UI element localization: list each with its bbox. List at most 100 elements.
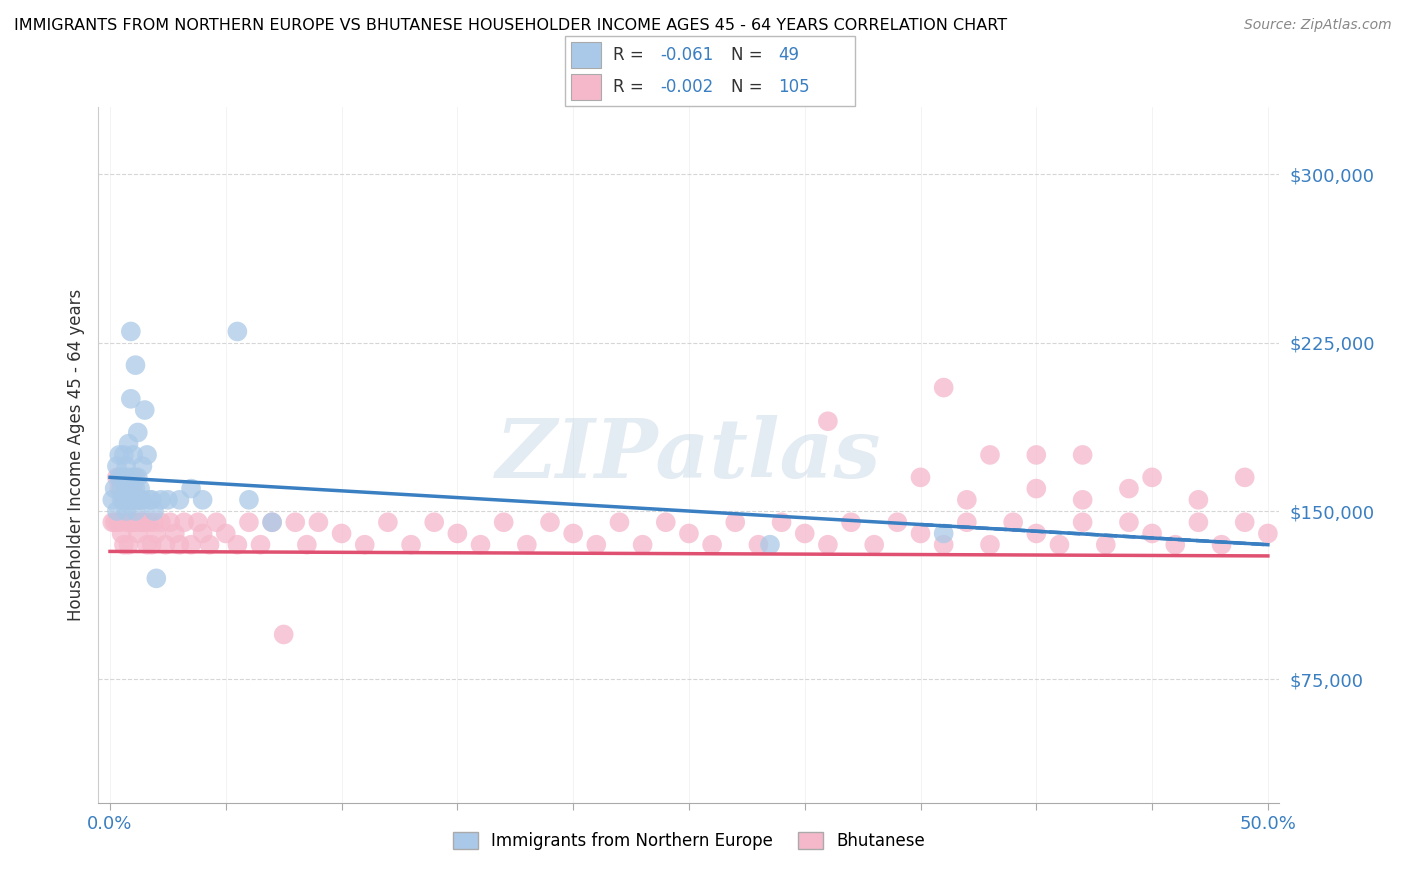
Point <box>979 538 1001 552</box>
Point <box>1233 515 1256 529</box>
Point <box>141 538 163 552</box>
Point <box>770 515 793 529</box>
Point <box>1257 526 1279 541</box>
Point <box>105 459 128 474</box>
Point <box>124 358 146 372</box>
Point <box>423 515 446 529</box>
Point <box>238 515 260 529</box>
Point <box>110 470 132 484</box>
Point <box>120 392 142 406</box>
Point <box>1025 448 1047 462</box>
Point <box>138 515 160 529</box>
Point <box>104 515 127 529</box>
Point <box>377 515 399 529</box>
Point <box>145 571 167 585</box>
Point <box>131 492 153 507</box>
Point <box>932 526 955 541</box>
Point <box>127 470 149 484</box>
Point <box>112 538 135 552</box>
Point <box>191 526 214 541</box>
Point <box>1025 526 1047 541</box>
Point <box>117 470 139 484</box>
Point <box>516 538 538 552</box>
Point <box>262 515 284 529</box>
Point <box>1002 515 1025 529</box>
Point <box>108 482 131 496</box>
Point <box>105 470 128 484</box>
Point <box>759 538 782 552</box>
Point <box>112 492 135 507</box>
Text: N =: N = <box>731 46 768 64</box>
Point <box>131 459 153 474</box>
Point <box>262 515 284 529</box>
Point <box>249 538 271 552</box>
FancyBboxPatch shape <box>571 74 600 100</box>
Point <box>910 470 932 484</box>
Point <box>124 504 146 518</box>
Point <box>108 515 131 529</box>
Point <box>120 482 142 496</box>
Point <box>149 515 172 529</box>
Point <box>122 515 145 529</box>
Text: -0.061: -0.061 <box>659 46 713 64</box>
Point <box>1071 492 1094 507</box>
Point <box>585 538 607 552</box>
Point <box>932 381 955 395</box>
Point <box>399 538 422 552</box>
Point <box>105 515 128 529</box>
Text: IMMIGRANTS FROM NORTHERN EUROPE VS BHUTANESE HOUSEHOLDER INCOME AGES 45 - 64 YEA: IMMIGRANTS FROM NORTHERN EUROPE VS BHUTA… <box>14 18 1007 33</box>
Point <box>562 526 585 541</box>
Point <box>115 459 138 474</box>
Point <box>163 526 186 541</box>
Point <box>122 482 145 496</box>
Point <box>131 515 153 529</box>
Point <box>817 414 839 428</box>
Point <box>1049 538 1071 552</box>
Point <box>1187 492 1209 507</box>
Point <box>1094 538 1116 552</box>
Point <box>1164 538 1187 552</box>
Point <box>169 538 191 552</box>
Point <box>149 492 172 507</box>
Point <box>678 526 700 541</box>
Point <box>115 482 138 496</box>
Point <box>104 482 127 496</box>
Point <box>112 492 135 507</box>
Point <box>793 526 815 541</box>
Point <box>353 538 375 552</box>
Point <box>187 515 209 529</box>
Point <box>863 538 886 552</box>
Point <box>134 515 156 529</box>
Point <box>108 448 131 462</box>
Point <box>226 538 249 552</box>
Point <box>117 436 139 450</box>
Text: R =: R = <box>613 46 648 64</box>
Point <box>330 526 353 541</box>
Point <box>101 492 124 507</box>
Point <box>108 470 131 484</box>
Point <box>115 504 138 518</box>
Point <box>120 515 142 529</box>
Point <box>1233 470 1256 484</box>
Point <box>127 492 149 507</box>
Point <box>724 515 747 529</box>
Text: 49: 49 <box>778 46 799 64</box>
Point <box>1140 526 1163 541</box>
Text: ZIPatlas: ZIPatlas <box>496 415 882 495</box>
Point <box>143 504 166 518</box>
Point <box>1118 515 1140 529</box>
Point <box>129 515 152 529</box>
Point <box>110 526 132 541</box>
Point <box>910 526 932 541</box>
Point <box>138 492 160 507</box>
Point <box>127 492 149 507</box>
Point <box>173 515 195 529</box>
Point <box>136 538 159 552</box>
Point <box>145 526 167 541</box>
Point <box>141 492 163 507</box>
Point <box>117 492 139 507</box>
Point <box>273 627 295 641</box>
Point <box>110 492 132 507</box>
Point <box>115 482 138 496</box>
Point <box>105 504 128 518</box>
